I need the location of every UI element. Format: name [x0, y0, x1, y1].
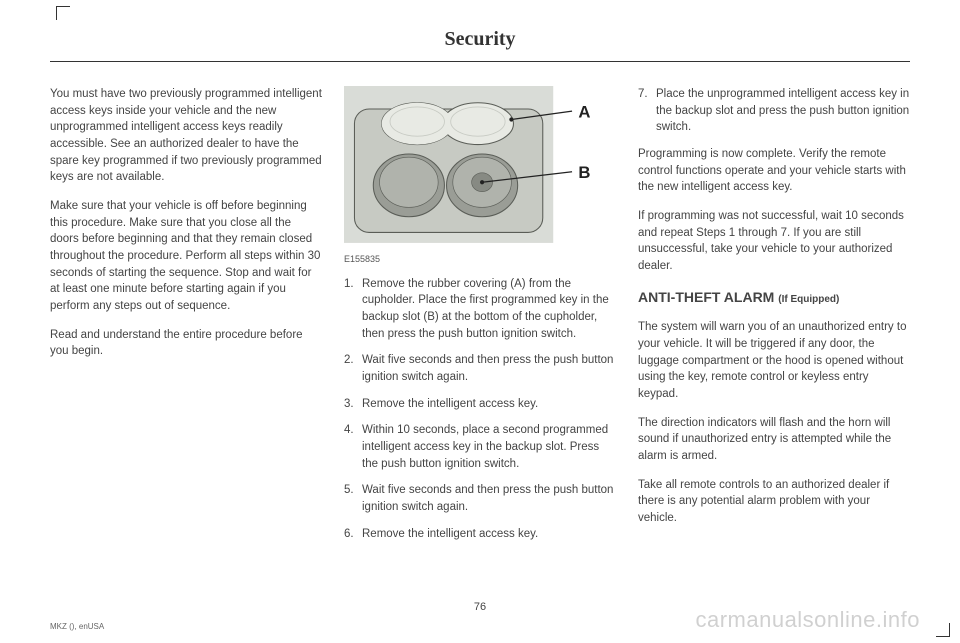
- step-6: 6.Remove the intelligent access key.: [344, 526, 616, 543]
- step-5: 5.Wait five seconds and then press the p…: [344, 482, 616, 515]
- step-3: 3.Remove the intelligent access key.: [344, 396, 616, 413]
- step-num: 3.: [344, 396, 362, 413]
- anti-theft-heading: ANTI-THEFT ALARM (If Equipped): [638, 287, 910, 308]
- step-num: 2.: [344, 352, 362, 385]
- content-columns: You must have two previously programmed …: [50, 86, 910, 552]
- figure-label-a: A: [578, 102, 590, 121]
- column-2: A B E155835 1.Remove the rubber covering…: [344, 86, 616, 552]
- step-text: Wait five seconds and then press the pus…: [362, 482, 616, 515]
- step-num: 7.: [638, 86, 656, 136]
- step-7: 7.Place the unprogrammed intelligent acc…: [638, 86, 910, 136]
- col3-para-3: The system will warn you of an unauthori…: [638, 319, 910, 402]
- col1-para-3: Read and understand the entire procedure…: [50, 327, 322, 360]
- step-num: 5.: [344, 482, 362, 515]
- step-1: 1.Remove the rubber covering (A) from th…: [344, 276, 616, 343]
- watermark: carmanualsonline.info: [695, 607, 920, 633]
- figure-caption: E155835: [344, 253, 616, 266]
- step-4: 4.Within 10 seconds, place a second prog…: [344, 422, 616, 472]
- steps-list-col3: 7.Place the unprogrammed intelligent acc…: [638, 86, 910, 136]
- step-text: Remove the rubber covering (A) from the …: [362, 276, 616, 343]
- footer-model: MKZ (), enUSA: [50, 622, 104, 631]
- col3-para-5: Take all remote controls to an authorize…: [638, 477, 910, 527]
- step-text: Remove the intelligent access key.: [362, 396, 616, 413]
- step-num: 4.: [344, 422, 362, 472]
- step-num: 1.: [344, 276, 362, 343]
- col3-para-1: Programming is now complete. Verify the …: [638, 146, 910, 196]
- steps-list-col2: 1.Remove the rubber covering (A) from th…: [344, 276, 616, 543]
- col1-para-1: You must have two previously programmed …: [50, 86, 322, 186]
- column-3: 7.Place the unprogrammed intelligent acc…: [638, 86, 910, 552]
- page-container: Security You must have two previously pr…: [0, 0, 960, 643]
- col3-para-4: The direction indicators will flash and …: [638, 415, 910, 465]
- section-title-sub: (If Equipped): [778, 294, 839, 305]
- step-text: Within 10 seconds, place a second progra…: [362, 422, 616, 472]
- step-text: Wait five seconds and then press the pus…: [362, 352, 616, 385]
- step-num: 6.: [344, 526, 362, 543]
- section-title-main: ANTI-THEFT ALARM: [638, 289, 774, 305]
- page-title: Security: [50, 28, 910, 62]
- step-text: Place the unprogrammed intelligent acces…: [656, 86, 910, 136]
- step-2: 2.Wait five seconds and then press the p…: [344, 352, 616, 385]
- cupholder-figure: A B: [344, 86, 616, 243]
- col3-para-2: If programming was not successful, wait …: [638, 208, 910, 275]
- col1-para-2: Make sure that your vehicle is off befor…: [50, 198, 322, 315]
- figure-label-b: B: [578, 163, 590, 182]
- step-text: Remove the intelligent access key.: [362, 526, 616, 543]
- column-1: You must have two previously programmed …: [50, 86, 322, 552]
